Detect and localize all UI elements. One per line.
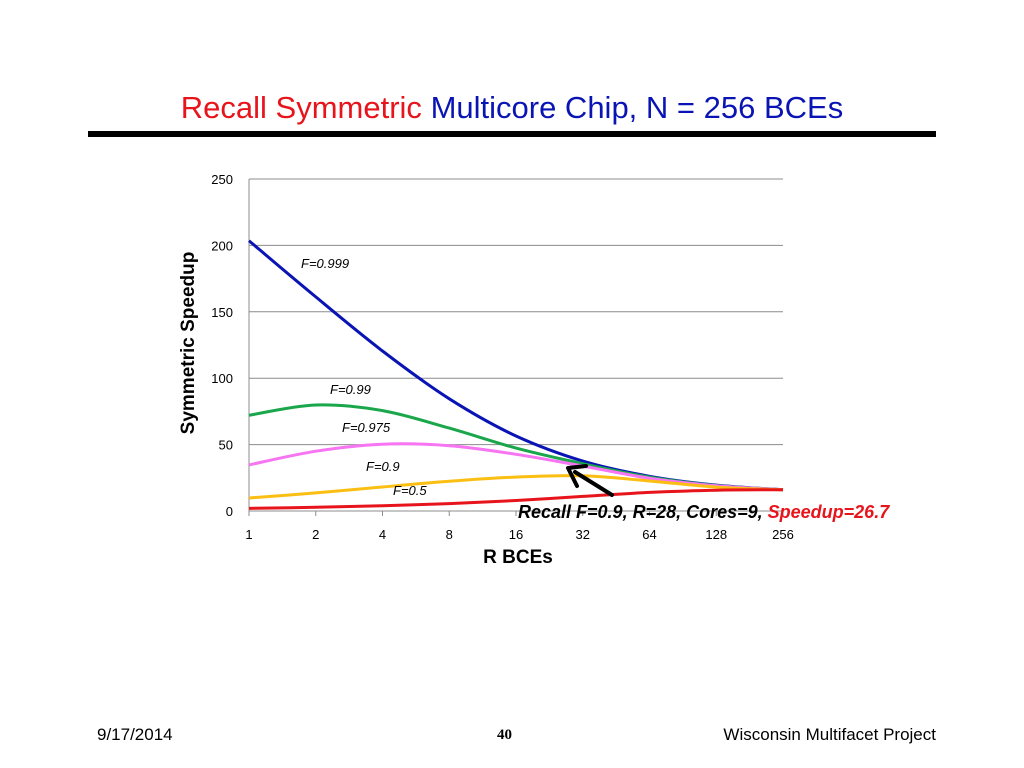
x-axis-tick-labels: 1 2 4 8 16 32 64 128 256 — [245, 527, 793, 542]
x-tick-label: 128 — [705, 527, 727, 542]
x-tick-label: 16 — [509, 527, 523, 542]
series-label: F=0.99 — [330, 382, 371, 397]
slide-title: Recall Symmetric Multicore Chip, N = 256… — [0, 88, 1024, 128]
y-tick-label: 250 — [211, 172, 233, 187]
footer-project: Wisconsin Multifacet Project — [723, 725, 936, 744]
x-tick-label: 256 — [772, 527, 794, 542]
x-tick-label: 4 — [379, 527, 386, 542]
y-tick-label: 150 — [211, 305, 233, 320]
y-tick-label: 100 — [211, 371, 233, 386]
footer-page-number: 40 — [497, 727, 512, 743]
slide-title-part2: Multicore Chip, N = 256 BCEs — [430, 90, 844, 125]
series-line-F0999 — [248, 239, 784, 492]
series-label: F=0.5 — [393, 483, 427, 498]
y-axis-tick-labels: 0 50 100 150 200 250 — [211, 172, 233, 519]
title-divider — [88, 131, 936, 137]
slide-title-part1: Recall Symmetric — [180, 90, 422, 125]
x-tick-label: 8 — [446, 527, 453, 542]
annotation-main: Recall F=0.9, R=28, Cores=9, — [518, 502, 768, 522]
chart-series-lines — [248, 239, 784, 510]
y-tick-label: 50 — [219, 438, 233, 453]
x-tick-label: 64 — [642, 527, 656, 542]
series-label: F=0.9 — [366, 459, 400, 474]
annotation-arrow — [566, 464, 614, 497]
y-axis-label: Symmetric Speedup — [178, 252, 199, 435]
annotation-text: Recall F=0.9, R=28, Cores=9, Speedup=26.… — [518, 502, 890, 522]
footer-date: 9/17/2014 — [97, 725, 173, 744]
x-tick-label: 32 — [576, 527, 590, 542]
y-tick-label: 0 — [226, 504, 233, 519]
series-label: F=0.999 — [301, 256, 349, 271]
series-labels: F=0.999 F=0.99 F=0.975 F=0.9 F=0.5 — [301, 256, 427, 498]
annotation-highlight: Speedup=26.7 — [768, 502, 891, 522]
x-axis-label: R BCEs — [483, 547, 553, 568]
series-line-F09 — [248, 474, 784, 500]
x-tick-label: 1 — [245, 527, 252, 542]
chart-gridlines — [248, 178, 784, 516]
x-tick-label: 2 — [312, 527, 319, 542]
series-label: F=0.975 — [342, 420, 391, 435]
y-tick-label: 200 — [211, 238, 233, 253]
